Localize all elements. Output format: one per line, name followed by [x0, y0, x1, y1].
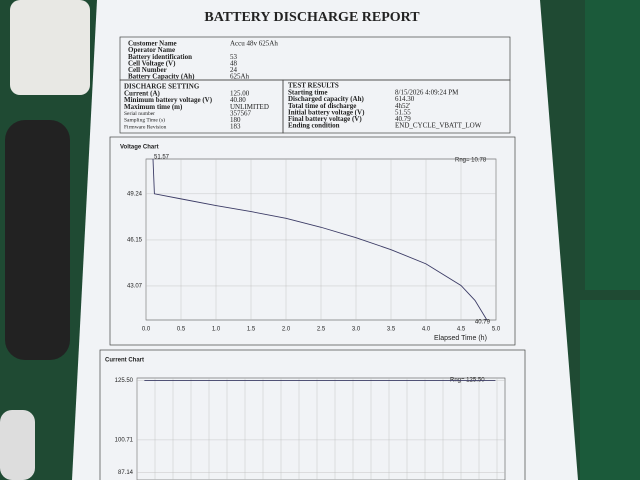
section-title: DISCHARGE SETTING	[124, 83, 200, 91]
field-value: 8/15/2026 4:09:24 PM	[395, 89, 459, 97]
field-label: Starting time	[288, 89, 327, 97]
field-label: Ending condition	[288, 122, 340, 130]
field-label: Customer Name	[128, 40, 177, 48]
field-value: 625Ah	[230, 73, 250, 81]
x-tick-label: 3.5	[387, 327, 396, 333]
range-label: Rng= 10.78	[455, 158, 487, 164]
field-label: Cell Number	[128, 66, 167, 74]
current-chart-box	[99, 349, 526, 480]
battery-cell	[580, 300, 640, 480]
x-tick-label: 0.0	[142, 327, 151, 333]
field-value: 53	[230, 53, 238, 61]
field-label: Maximum time (m)	[124, 103, 183, 111]
x-tick-label: 1.5	[247, 327, 256, 333]
field-value: 48	[230, 59, 238, 67]
field-value: 357567	[230, 109, 252, 117]
voltage-chart-box	[109, 136, 516, 346]
x-tick-label: 4.5	[457, 327, 466, 333]
x-axis-label: Elapsed Time (h)	[434, 335, 487, 342]
field-value: 40.79	[395, 115, 411, 123]
y-tick-label: 46.15	[127, 238, 143, 244]
field-label: Initial battery voltage (V)	[288, 108, 365, 116]
field-value: 4h52'	[395, 102, 410, 110]
field-value: 51.55	[395, 108, 411, 116]
field-label: Battery Capacity (Ah)	[128, 73, 195, 81]
field-label: Firmware Revision	[124, 124, 167, 130]
chart-title: Current Chart	[105, 358, 144, 364]
y-tick-label: 87.14	[118, 470, 134, 476]
data-label: 40.79	[475, 320, 491, 326]
x-tick-label: 4.0	[422, 327, 431, 333]
field-value: 40.80	[230, 96, 246, 104]
y-tick-label: 100.71	[115, 437, 134, 443]
x-tick-label: 0.5	[177, 327, 186, 333]
field-value: Accu 48v 625Ah	[230, 40, 278, 48]
cable	[5, 120, 70, 360]
x-tick-label: 5.0	[492, 327, 501, 333]
data-line	[152, 158, 488, 321]
field-value: 183	[230, 123, 241, 131]
battery-cap	[0, 410, 35, 480]
field-label: Serial number	[124, 111, 155, 117]
field-label: Sampling Time (s)	[124, 117, 165, 124]
y-tick-label: 49.24	[127, 191, 143, 197]
field-value: 180	[230, 116, 241, 124]
report-title: BATTERY DISCHARGE REPORT	[204, 10, 420, 25]
field-value: 125.00	[230, 90, 250, 98]
section-title: TEST RESULTS	[288, 82, 339, 90]
field-label: Total time of discharge	[288, 102, 356, 110]
results-box	[282, 79, 511, 134]
x-tick-label: 1.0	[212, 327, 221, 333]
x-tick-label: 2.0	[282, 327, 291, 333]
field-value: END_CYCLE_VBATT_LOW	[395, 122, 482, 130]
y-tick-label: 125.50	[115, 378, 134, 384]
field-label: Minimum battery voltage (V)	[124, 96, 213, 104]
data-label: 51.57	[154, 155, 170, 161]
field-value: UNLIMITED	[230, 103, 269, 111]
field-label: Operator Name	[128, 46, 175, 54]
field-value: 24	[230, 66, 238, 74]
y-tick-label: 43.07	[127, 284, 143, 290]
battery-cap	[10, 0, 90, 95]
field-label: Final battery voltage (V)	[288, 115, 362, 123]
field-label: Cell Voltage (V)	[128, 59, 176, 67]
field-value: 614.30	[395, 95, 415, 103]
chart-title: Voltage Chart	[120, 145, 159, 151]
battery-cell	[585, 0, 640, 290]
field-label: Current (A)	[124, 90, 161, 98]
field-label: Discharged capacity (Ah)	[288, 95, 364, 103]
field-label: Battery identification	[128, 53, 192, 61]
x-tick-label: 3.0	[352, 327, 361, 333]
x-tick-label: 2.5	[317, 327, 326, 333]
